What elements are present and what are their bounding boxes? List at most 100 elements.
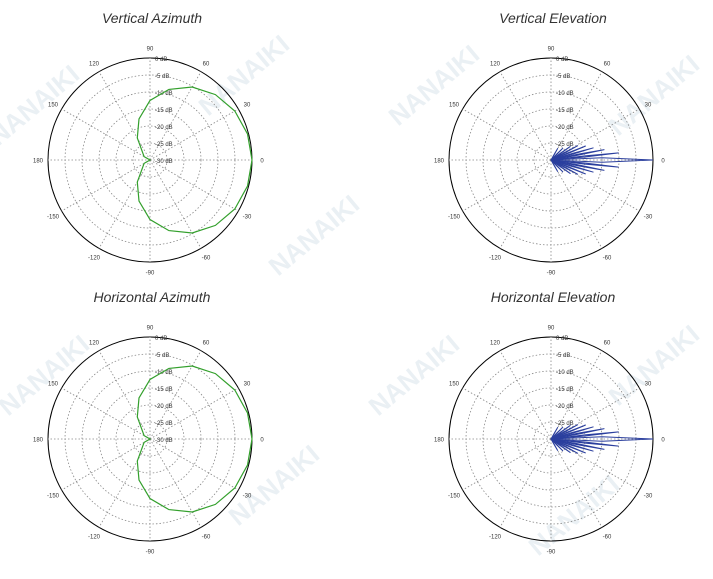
angle-tick-label: 0	[661, 159, 665, 165]
angle-tick-label: 180	[434, 438, 445, 444]
grid-circle	[516, 404, 586, 474]
radial-tick-label: -20 dB	[155, 125, 173, 131]
grid-circle	[132, 421, 168, 457]
lobe-mark	[550, 159, 559, 173]
angle-tick-label: 120	[89, 341, 100, 347]
grid-spoke	[149, 71, 202, 161]
grid-spoke	[149, 159, 239, 212]
lobe-mark	[550, 438, 586, 454]
lobe-mark	[550, 438, 594, 452]
radial-tick-label: -10 dB	[155, 370, 173, 376]
polar-chart-vertical-azimuth: 0 30 60 90 120 150 180 -150 -120 -90 -60 -30 0 dB -5 …	[33, 47, 264, 277]
angle-tick-label: -150	[448, 215, 461, 221]
grid-spoke	[550, 71, 603, 161]
angle-tick-label: 0	[260, 438, 264, 444]
lobe-mark	[550, 147, 559, 161]
polar-chart-horizontal-azimuth: 0 30 60 90 120 150 180 -150 -120 -90 -60 -30 0 dB -5 …	[33, 326, 264, 556]
angle-tick-label: 60	[203, 341, 210, 347]
chart-panel-horizontal-elevation: Horizontal Elevation 0 30 60 90 120 150 180 -15…	[403, 289, 703, 579]
angle-tick-label: 180	[434, 159, 445, 165]
lobe-mark	[550, 147, 564, 161]
chart-panel-horizontal-azimuth: Horizontal Azimuth 0 30 60 90 120 150 180 -150 -…	[2, 289, 302, 579]
grid-spoke	[550, 387, 640, 440]
grid-circle	[98, 108, 202, 212]
radial-tick-label: -5 dB	[155, 74, 169, 80]
grid-spoke	[149, 350, 202, 440]
grid-spoke	[550, 108, 640, 161]
lobe-mark	[550, 424, 586, 440]
grid-spoke	[98, 159, 151, 249]
angle-tick-label: 30	[645, 103, 652, 109]
grid-spoke	[61, 108, 151, 161]
angle-tick-label: -30	[243, 494, 252, 500]
grid-spoke	[462, 438, 552, 491]
grid-spoke	[499, 350, 552, 440]
grid-circle	[516, 125, 586, 195]
grid-spoke	[499, 438, 552, 528]
angle-tick-label: 180	[33, 438, 44, 444]
chart-panel-vertical-azimuth: Vertical Azimuth 0 30 60 90 120 150 180 -150 -12…	[2, 10, 302, 300]
grid-circle	[132, 142, 168, 178]
grid-spoke	[550, 159, 603, 249]
chart-panel-vertical-elevation: Vertical Elevation 0 30 60 90 120 150 180 -150 -…	[403, 10, 703, 300]
radial-tick-label: -5 dB	[556, 74, 570, 80]
radial-tick-label: -20 dB	[556, 404, 574, 410]
grid-spoke	[61, 159, 151, 212]
grid-circle	[499, 387, 603, 491]
angle-tick-label: 0	[260, 159, 264, 165]
lobe-mark	[550, 438, 619, 447]
angle-tick-label: -30	[644, 494, 653, 500]
grid-spoke	[462, 108, 552, 161]
grid-spoke	[98, 350, 151, 440]
chart-title: Vertical Azimuth	[101, 10, 203, 26]
angle-tick-label: 0	[661, 438, 665, 444]
angle-tick-label: -150	[47, 215, 60, 221]
angle-tick-label: 60	[604, 62, 611, 68]
radial-tick-label: -10 dB	[155, 91, 173, 97]
angle-tick-label: -150	[47, 494, 60, 500]
lobe-mark	[550, 159, 586, 175]
angle-tick-label: -90	[547, 550, 556, 556]
grid-circle	[533, 421, 569, 457]
grid-circle	[533, 142, 569, 178]
angle-tick-label: 120	[490, 341, 501, 347]
grid-spoke	[149, 108, 239, 161]
lobe-mark	[550, 159, 564, 173]
angle-tick-label: -120	[88, 255, 101, 261]
grid-circle	[98, 387, 202, 491]
angle-tick-label: 30	[645, 382, 652, 388]
lobe-mark	[550, 159, 619, 168]
angle-tick-label: -90	[547, 271, 556, 277]
lobe-mark	[550, 438, 564, 452]
grid-spoke	[61, 438, 151, 491]
angle-tick-label: 90	[147, 326, 154, 332]
angle-tick-label: 150	[449, 382, 460, 388]
angle-tick-label: 30	[244, 382, 251, 388]
angle-tick-label: 60	[604, 341, 611, 347]
grid-spoke	[550, 159, 640, 212]
angle-tick-label: -90	[146, 271, 155, 277]
angle-tick-label: 150	[449, 103, 460, 109]
grid-spoke	[149, 438, 202, 528]
lobe-mark	[550, 426, 559, 440]
grid-spoke	[98, 71, 151, 161]
lobe-mark	[550, 438, 571, 454]
radial-tick-label: -20 dB	[556, 125, 574, 131]
radial-tick-label: -5 dB	[155, 353, 169, 359]
radial-tick-label: -25 dB	[155, 421, 173, 427]
lobe-mark	[550, 149, 605, 161]
lobe-mark	[550, 145, 586, 161]
grid-spoke	[149, 387, 239, 440]
angle-tick-label: 90	[548, 47, 555, 53]
angle-tick-label: 150	[48, 382, 59, 388]
radial-tick-label: 0 dB	[556, 57, 568, 63]
radial-tick-label: -15 dB	[556, 108, 574, 114]
lobe-mark	[550, 159, 579, 175]
lobe-mark	[550, 145, 571, 161]
angle-tick-label: -60	[603, 534, 612, 540]
lobe-mark	[550, 438, 605, 450]
angle-tick-label: 180	[33, 159, 44, 165]
radial-tick-label: -5 dB	[556, 353, 570, 359]
angle-tick-label: -60	[202, 255, 211, 261]
angle-tick-label: 120	[490, 62, 501, 68]
